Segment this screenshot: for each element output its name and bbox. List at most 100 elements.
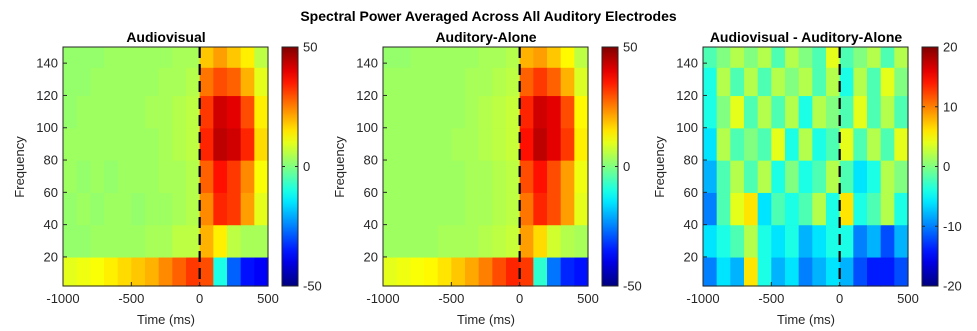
heatmap-cell (812, 127, 827, 161)
heatmap-cell (519, 127, 534, 161)
heatmap-cell (716, 67, 731, 97)
heatmap-cell (703, 256, 718, 287)
y-axis-ticks: 20 40 60 80 100 120 140 (356, 56, 387, 264)
colorbar-tick-label: -20 (943, 279, 962, 294)
heatmap-cell (839, 95, 854, 129)
heatmap-cell (131, 256, 146, 287)
heatmap-cell (158, 192, 173, 226)
heatmap-cell (771, 47, 786, 68)
heatmap-cell (839, 47, 854, 68)
heatmap-cell (90, 95, 105, 129)
colorbar-ticks: -50 0 50 (602, 40, 642, 294)
heatmap-cell (492, 95, 507, 129)
heatmap-cell (574, 224, 589, 258)
heatmap-cell (547, 47, 562, 68)
heatmap-cell (506, 192, 521, 226)
heatmap-cell (880, 192, 895, 226)
heatmap-cell (757, 256, 772, 287)
heatmap-cell (240, 47, 255, 68)
heatmap-cell (465, 224, 480, 258)
panel-title: Audiovisual (126, 29, 205, 45)
heatmap-cell (703, 224, 718, 258)
y-axis-ticks: 20 40 60 80 100 120 140 (676, 56, 707, 264)
heatmap-cell (158, 160, 173, 193)
heatmap-cell (90, 224, 105, 258)
x-axis-label: Time (ms) (457, 312, 515, 327)
heatmap-cell (117, 67, 132, 97)
heatmap-cell (145, 127, 160, 161)
panel-title: Audiovisual - Auditory-Alone (710, 29, 903, 45)
heatmap-cell (839, 67, 854, 97)
heatmap-cell (383, 47, 398, 68)
heatmap-cell (547, 127, 562, 161)
heatmap-cell (437, 160, 452, 193)
heatmap-cell (730, 47, 745, 68)
colorbar-tick-label: 50 (623, 40, 637, 55)
heatmap-cell (880, 224, 895, 258)
heatmap-cell (213, 47, 228, 68)
heatmap-cell (716, 192, 731, 226)
heatmap-cell (744, 256, 759, 287)
y-tick-label: 20 (44, 249, 58, 264)
colorbar-tick-label: -50 (303, 279, 322, 294)
heatmap-cell (131, 160, 146, 193)
heatmap-cell (547, 67, 562, 97)
heatmap-cell (451, 160, 466, 193)
heatmap-cell (131, 67, 146, 97)
heatmap-cell (437, 67, 452, 97)
heatmap-cell (880, 67, 895, 97)
heatmap-cell (798, 256, 813, 287)
heatmap-cell (560, 256, 575, 287)
y-tick-label: 120 (356, 88, 378, 103)
heatmap-cell (894, 127, 909, 161)
plot-frame (382, 46, 589, 287)
heatmap-cell (424, 47, 439, 68)
heatmap-cell (63, 224, 78, 258)
heatmap-cell (867, 192, 882, 226)
heatmap-cell (894, 192, 909, 226)
heatmap-cell (213, 67, 228, 97)
heatmap-cell (451, 127, 466, 161)
x-tick-label: -1000 (366, 291, 399, 306)
heatmap-cell (547, 224, 562, 258)
heatmap-cell (519, 47, 534, 68)
heatmap-cell (703, 67, 718, 97)
heatmap-cell (478, 95, 493, 129)
heatmap-cell (771, 127, 786, 161)
colorbar-tick-label: 0 (943, 159, 950, 174)
heatmap-cell (90, 127, 105, 161)
heatmap-cell (757, 67, 772, 97)
heatmap-cell (254, 256, 269, 287)
heatmap-cell (853, 192, 868, 226)
heatmap-cell (812, 256, 827, 287)
heatmap-cell (90, 47, 105, 68)
heatmap-cell (104, 192, 119, 226)
heatmap-cell (798, 160, 813, 193)
heatmap-cell (771, 67, 786, 97)
heatmap-cell (703, 160, 718, 193)
heatmap-cell (812, 224, 827, 258)
heatmap-cell (227, 47, 242, 68)
heatmap-cell (437, 127, 452, 161)
x-tick-label: -1000 (46, 291, 79, 306)
y-tick-label: 40 (364, 217, 378, 232)
heatmap-cell (158, 67, 173, 97)
x-tick-label: 0 (196, 291, 203, 306)
heatmap-cell (533, 127, 548, 161)
heatmap-cell (839, 160, 854, 193)
heatmap-cell (785, 95, 800, 129)
heatmap-cell (396, 256, 411, 287)
panel-audiovisual: Audiovisual -1000 -500 0 500 20406080100120… (12, 29, 322, 327)
heatmap-cell (424, 160, 439, 193)
heatmap-cell (533, 47, 548, 68)
heatmap-cell (894, 67, 909, 97)
heatmap-cell (145, 47, 160, 68)
heatmap-cell (547, 95, 562, 129)
heatmap-cell (199, 224, 214, 258)
heatmap-cell (240, 160, 255, 193)
heatmap-cell (437, 224, 452, 258)
heatmap-cell (519, 67, 534, 97)
heatmap-cell (410, 67, 425, 97)
plot-frame (702, 46, 909, 287)
heatmap-cell (744, 127, 759, 161)
